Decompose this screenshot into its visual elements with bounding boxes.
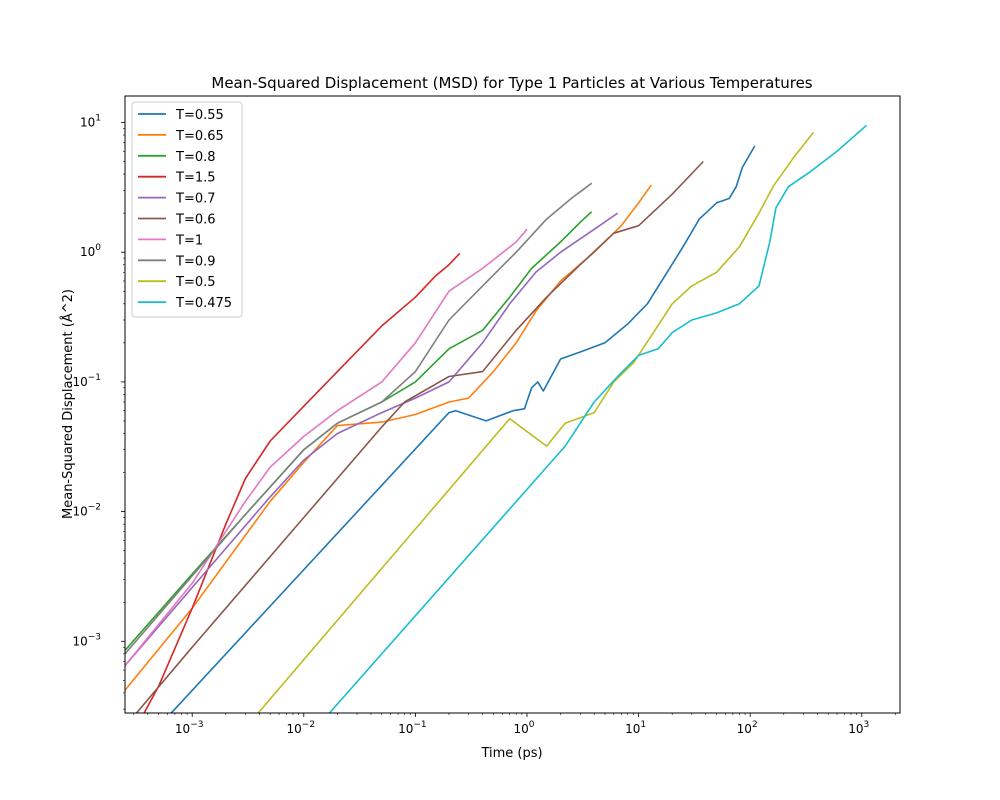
series-line-7 bbox=[125, 182, 593, 655]
y-axis-label: Mean-Squared Displacement (Å^2) bbox=[60, 289, 76, 519]
legend: T=0.55 T=0.65 T=0.8 T=1.5 T=0.7 T=0.6 T=1 T=0.9… bbox=[131, 101, 243, 318]
x-axis-label: Time (ps) bbox=[480, 746, 542, 761]
plot-area bbox=[125, 124, 867, 713]
legend-label-9: T=0.475 bbox=[175, 296, 232, 311]
y-minor-ticks bbox=[123, 128, 125, 710]
series-line-6 bbox=[125, 228, 528, 667]
axes-frame bbox=[124, 95, 901, 714]
legend-label-3: T=1.5 bbox=[175, 171, 216, 186]
series-line-4 bbox=[125, 212, 619, 667]
legend-label-6: T=1 bbox=[175, 233, 203, 248]
x-minor-ticks bbox=[133, 713, 896, 715]
legend-label-2: T=0.8 bbox=[175, 150, 216, 165]
series-lines bbox=[125, 124, 867, 713]
axis-ticks: 10−3 10−2 10−1 100 101 102 10310−310−210−11001… bbox=[72, 113, 896, 736]
legend-label-5: T=0.6 bbox=[175, 213, 216, 228]
legend-label-8: T=0.5 bbox=[175, 275, 216, 290]
series-line-9 bbox=[328, 124, 867, 713]
legend-label-7: T=0.9 bbox=[175, 254, 216, 269]
series-line-0 bbox=[170, 145, 756, 713]
series-line-8 bbox=[257, 131, 815, 713]
chart-title: Mean-Squared Displacement (MSD) for Type… bbox=[211, 74, 812, 92]
legend-label-1: T=0.65 bbox=[175, 129, 224, 144]
series-line-3 bbox=[143, 252, 461, 713]
legend-label-4: T=0.7 bbox=[175, 192, 216, 207]
series-line-5 bbox=[135, 160, 704, 713]
legend-label-0: T=0.55 bbox=[175, 108, 224, 123]
